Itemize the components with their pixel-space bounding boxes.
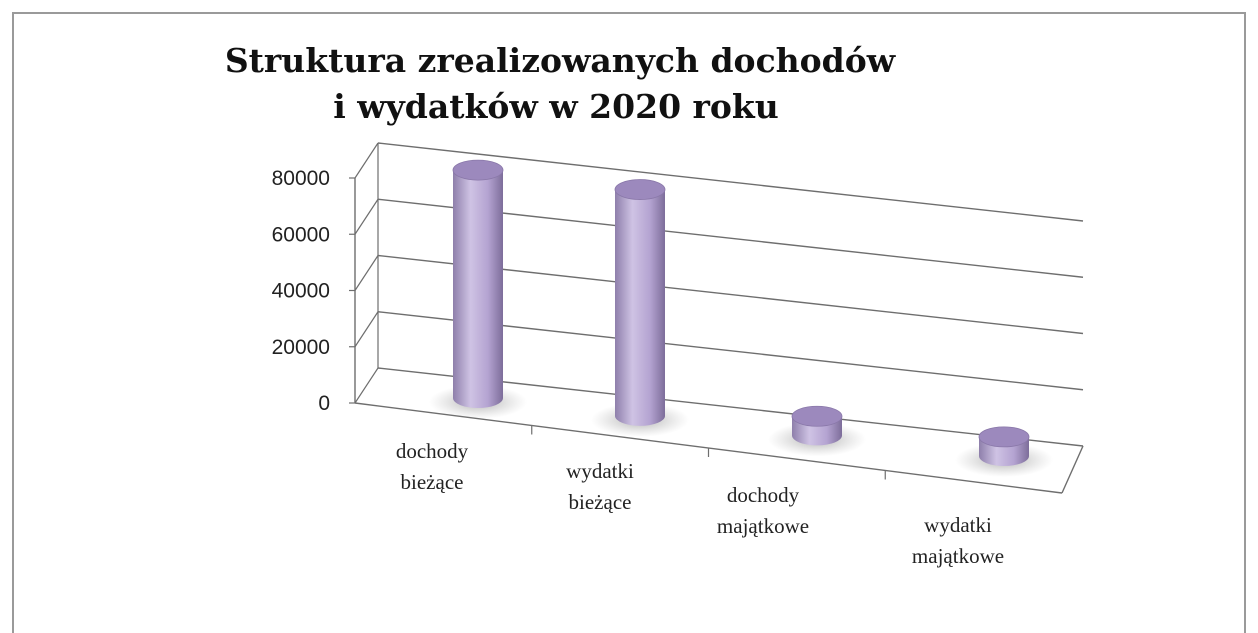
y-tick-label: 80000 (272, 167, 330, 190)
x-category-label-line: wydatki (566, 459, 634, 483)
bars (429, 159, 1053, 477)
gridline-side (354, 142, 379, 179)
x-category-label-line: majątkowe (912, 544, 1004, 568)
chart-title-line-1: Struktura zrealizowanych dochodów (225, 41, 897, 80)
x-category-label: wydatki majątkowe (912, 513, 1004, 568)
x-category-label: dochody bieżące (396, 439, 469, 494)
bar-top (978, 426, 1030, 448)
gridline-side (354, 367, 379, 404)
x-category-label-line: dochody (727, 483, 800, 507)
x-category-label-line: dochody (396, 439, 469, 463)
x-category-label: dochody majątkowe (717, 483, 809, 538)
bar-top (614, 179, 666, 200)
gridline-side (354, 255, 379, 291)
bar-top (452, 159, 504, 181)
x-category-label-line: bieżące (569, 490, 632, 514)
x-category-label: wydatki bieżące (566, 459, 634, 514)
y-axis-ticks: 0 20000 40000 60000 80000 (272, 167, 355, 415)
bar (955, 426, 1053, 477)
gridline (377, 142, 1084, 222)
gridline-side (354, 198, 379, 235)
floor-right-edge (1061, 445, 1084, 494)
y-tick-label: 20000 (272, 336, 330, 359)
x-category-label-line: bieżące (401, 470, 464, 494)
y-tick-label: 0 (318, 392, 330, 415)
x-category-label-line: wydatki (924, 513, 992, 537)
gridline-side (354, 311, 379, 348)
bar-body (453, 170, 503, 408)
bar-top (791, 405, 843, 427)
bar (429, 159, 527, 419)
y-tick-label: 40000 (272, 280, 330, 303)
category-labels: dochody bieżące wydatki bieżące dochody mająt… (396, 439, 1004, 568)
x-category-label-line: majątkowe (717, 514, 809, 538)
bar-body (615, 189, 665, 426)
bar (591, 179, 689, 437)
chart-title-line-2: i wydatków w 2020 roku (333, 87, 779, 126)
bar (768, 405, 866, 457)
y-tick-label: 60000 (272, 223, 330, 246)
